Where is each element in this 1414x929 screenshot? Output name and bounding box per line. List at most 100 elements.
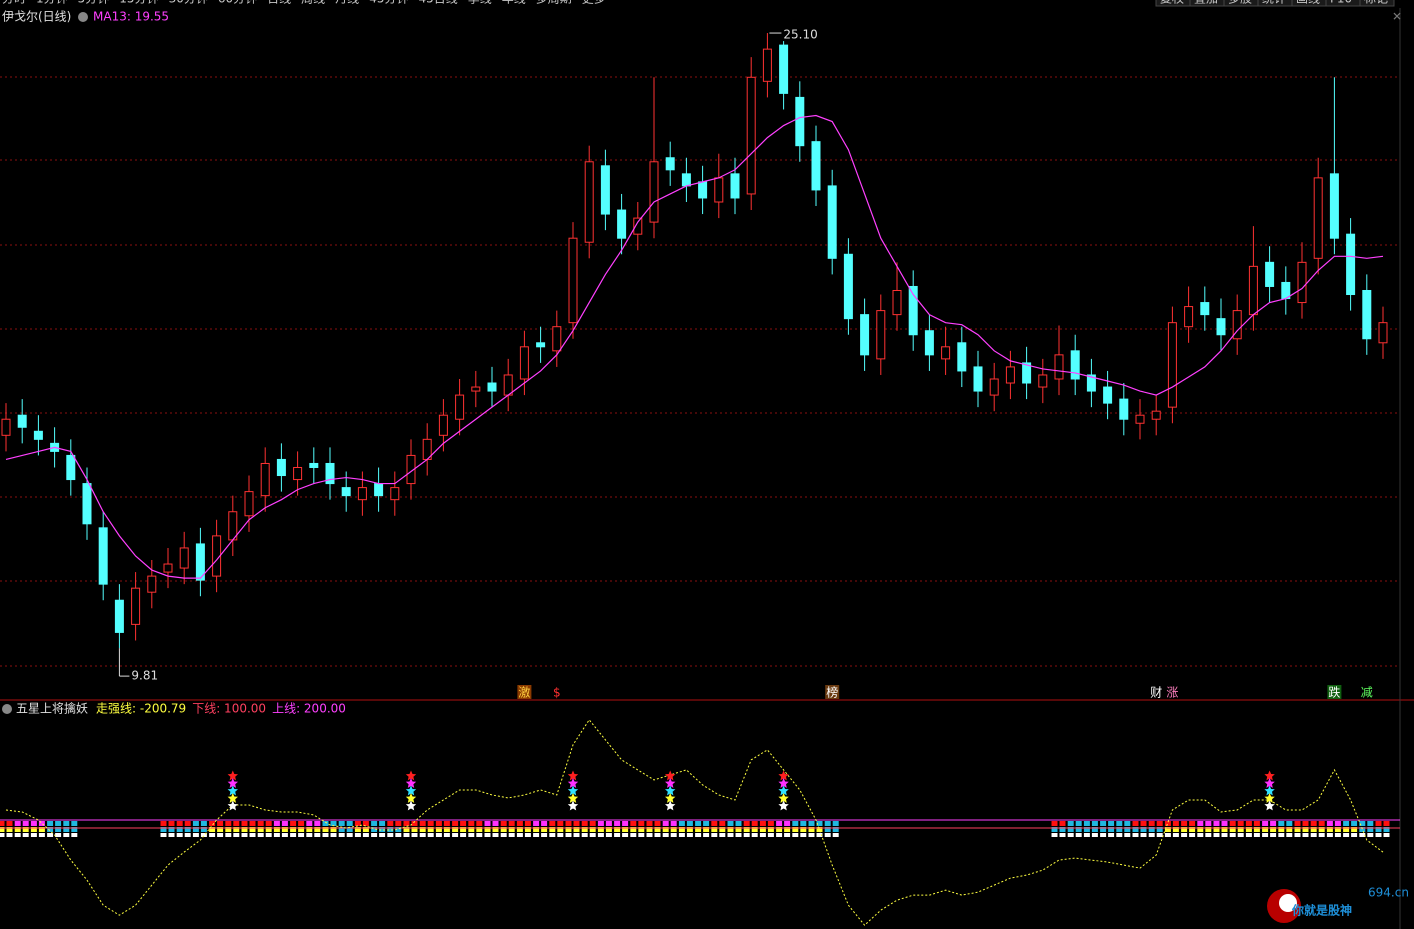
signal-cell bbox=[1181, 827, 1188, 832]
candle-body bbox=[1232, 310, 1242, 340]
toolbar-tab[interactable]: 年线 bbox=[502, 0, 526, 6]
toolbar-tab[interactable]: 45分钟 bbox=[369, 0, 408, 6]
signal-cell bbox=[38, 833, 45, 837]
signal-cell bbox=[581, 821, 588, 826]
toolbar-button[interactable]: 多股 bbox=[1228, 0, 1252, 6]
signal-cell bbox=[1189, 833, 1196, 837]
legend-entry: 上线: 200.00 bbox=[272, 702, 346, 716]
signal-cell bbox=[670, 833, 677, 837]
signal-cell bbox=[249, 827, 256, 832]
signal-cell bbox=[767, 833, 774, 837]
candle-body bbox=[1329, 173, 1339, 239]
signal-cell bbox=[354, 827, 361, 832]
signal-cell bbox=[816, 827, 823, 832]
toolbar-tab[interactable]: 月线 bbox=[335, 0, 359, 6]
signal-cell bbox=[468, 827, 475, 832]
signal-cell bbox=[1075, 821, 1082, 826]
candle-body bbox=[438, 414, 448, 436]
candle-body bbox=[989, 378, 999, 396]
star bbox=[1264, 793, 1275, 803]
signal-cell bbox=[298, 821, 305, 826]
signal-cell bbox=[443, 821, 450, 826]
toolbar-button[interactable]: 复权 bbox=[1160, 0, 1184, 6]
toolbar-tab[interactable]: 周线 bbox=[301, 0, 325, 6]
star bbox=[665, 793, 676, 803]
toolbar-tab[interactable]: 30分钟 bbox=[169, 0, 208, 6]
toolbar-button-bg[interactable] bbox=[1189, 0, 1225, 7]
toolbar-tab[interactable]: 更多 bbox=[582, 0, 606, 6]
signal-cell bbox=[1213, 833, 1220, 837]
signal-cell bbox=[273, 821, 280, 826]
candle-body bbox=[957, 342, 967, 372]
toolbar-button-bg[interactable] bbox=[1155, 0, 1191, 7]
toolbar-button-bg[interactable] bbox=[1359, 0, 1395, 7]
signal-cell bbox=[273, 827, 280, 832]
toolbar-button[interactable]: 标记 bbox=[1364, 0, 1388, 6]
candle-body bbox=[795, 96, 805, 147]
signal-cell bbox=[38, 821, 45, 826]
signal-cell bbox=[411, 827, 418, 832]
toolbar-tab[interactable]: 1分钟 bbox=[36, 0, 68, 6]
toolbar-button-bg[interactable] bbox=[1325, 0, 1361, 7]
signal-cell bbox=[678, 833, 685, 837]
signal-cell bbox=[565, 821, 572, 826]
signal-cell bbox=[192, 833, 199, 837]
candle-body bbox=[649, 161, 659, 223]
star bbox=[778, 800, 789, 811]
toolbar-tab[interactable]: 多周期 bbox=[536, 0, 572, 6]
toolbar-tab[interactable]: 日线 bbox=[267, 0, 291, 6]
candle-body bbox=[552, 326, 562, 352]
toolbar-button[interactable]: F10 bbox=[1330, 0, 1352, 6]
signal-cell bbox=[160, 827, 167, 832]
min-label: 9.81 bbox=[131, 669, 158, 683]
toolbar-button[interactable]: 统计 bbox=[1262, 0, 1286, 6]
signal-cell bbox=[719, 827, 726, 832]
signal-cell bbox=[379, 833, 386, 837]
signal-cell bbox=[1205, 827, 1212, 832]
close-icon[interactable]: ✕ bbox=[1392, 10, 1402, 24]
signal-cell bbox=[1100, 821, 1107, 826]
signal-cell bbox=[508, 833, 515, 837]
signal-cell bbox=[751, 827, 758, 832]
signal-cell bbox=[192, 821, 199, 826]
signal-cell bbox=[1326, 827, 1333, 832]
toolbar-tab[interactable]: 60分钟 bbox=[218, 0, 257, 6]
toolbar-tab[interactable]: 分时 bbox=[2, 0, 26, 6]
toolbar-button-bg[interactable] bbox=[1223, 0, 1259, 7]
signal-cell bbox=[379, 827, 386, 832]
toolbar-tab[interactable]: 15分钟 bbox=[119, 0, 158, 6]
signal-cell bbox=[808, 833, 815, 837]
settings-icon[interactable] bbox=[78, 12, 88, 22]
candle-body bbox=[1022, 362, 1032, 384]
signal-cell bbox=[1075, 827, 1082, 832]
star bbox=[227, 785, 238, 796]
signal-cell bbox=[1221, 833, 1228, 837]
signal-cell bbox=[524, 833, 531, 837]
toolbar-button-bg[interactable] bbox=[1257, 0, 1293, 7]
signal-cell bbox=[452, 821, 459, 826]
signal-cell bbox=[630, 827, 637, 832]
signal-cell bbox=[516, 821, 523, 826]
signal-label: 跌 bbox=[1328, 685, 1340, 700]
signal-cell bbox=[492, 827, 499, 832]
signal-cell bbox=[500, 833, 507, 837]
toolbar-tab[interactable]: 季线 bbox=[468, 0, 492, 6]
toolbar-button-bg[interactable] bbox=[1291, 0, 1327, 7]
signal-cell bbox=[1124, 821, 1131, 826]
toolbar-button[interactable]: 画线 bbox=[1296, 0, 1320, 6]
signal-cell bbox=[638, 833, 645, 837]
settings-icon[interactable] bbox=[2, 704, 12, 714]
candle-body bbox=[276, 458, 286, 477]
signal-cell bbox=[233, 833, 240, 837]
signal-cell bbox=[1270, 821, 1277, 826]
toolbar-tab[interactable]: 45日线 bbox=[418, 0, 457, 6]
toolbar-tab[interactable]: 5分钟 bbox=[78, 0, 110, 6]
signal-cell bbox=[290, 833, 297, 837]
signal-cell bbox=[1197, 821, 1204, 826]
toolbar-button[interactable]: 叠加 bbox=[1194, 0, 1218, 6]
signal-cell bbox=[63, 821, 70, 826]
signal-cell bbox=[281, 833, 288, 837]
signal-cell bbox=[1286, 833, 1293, 837]
